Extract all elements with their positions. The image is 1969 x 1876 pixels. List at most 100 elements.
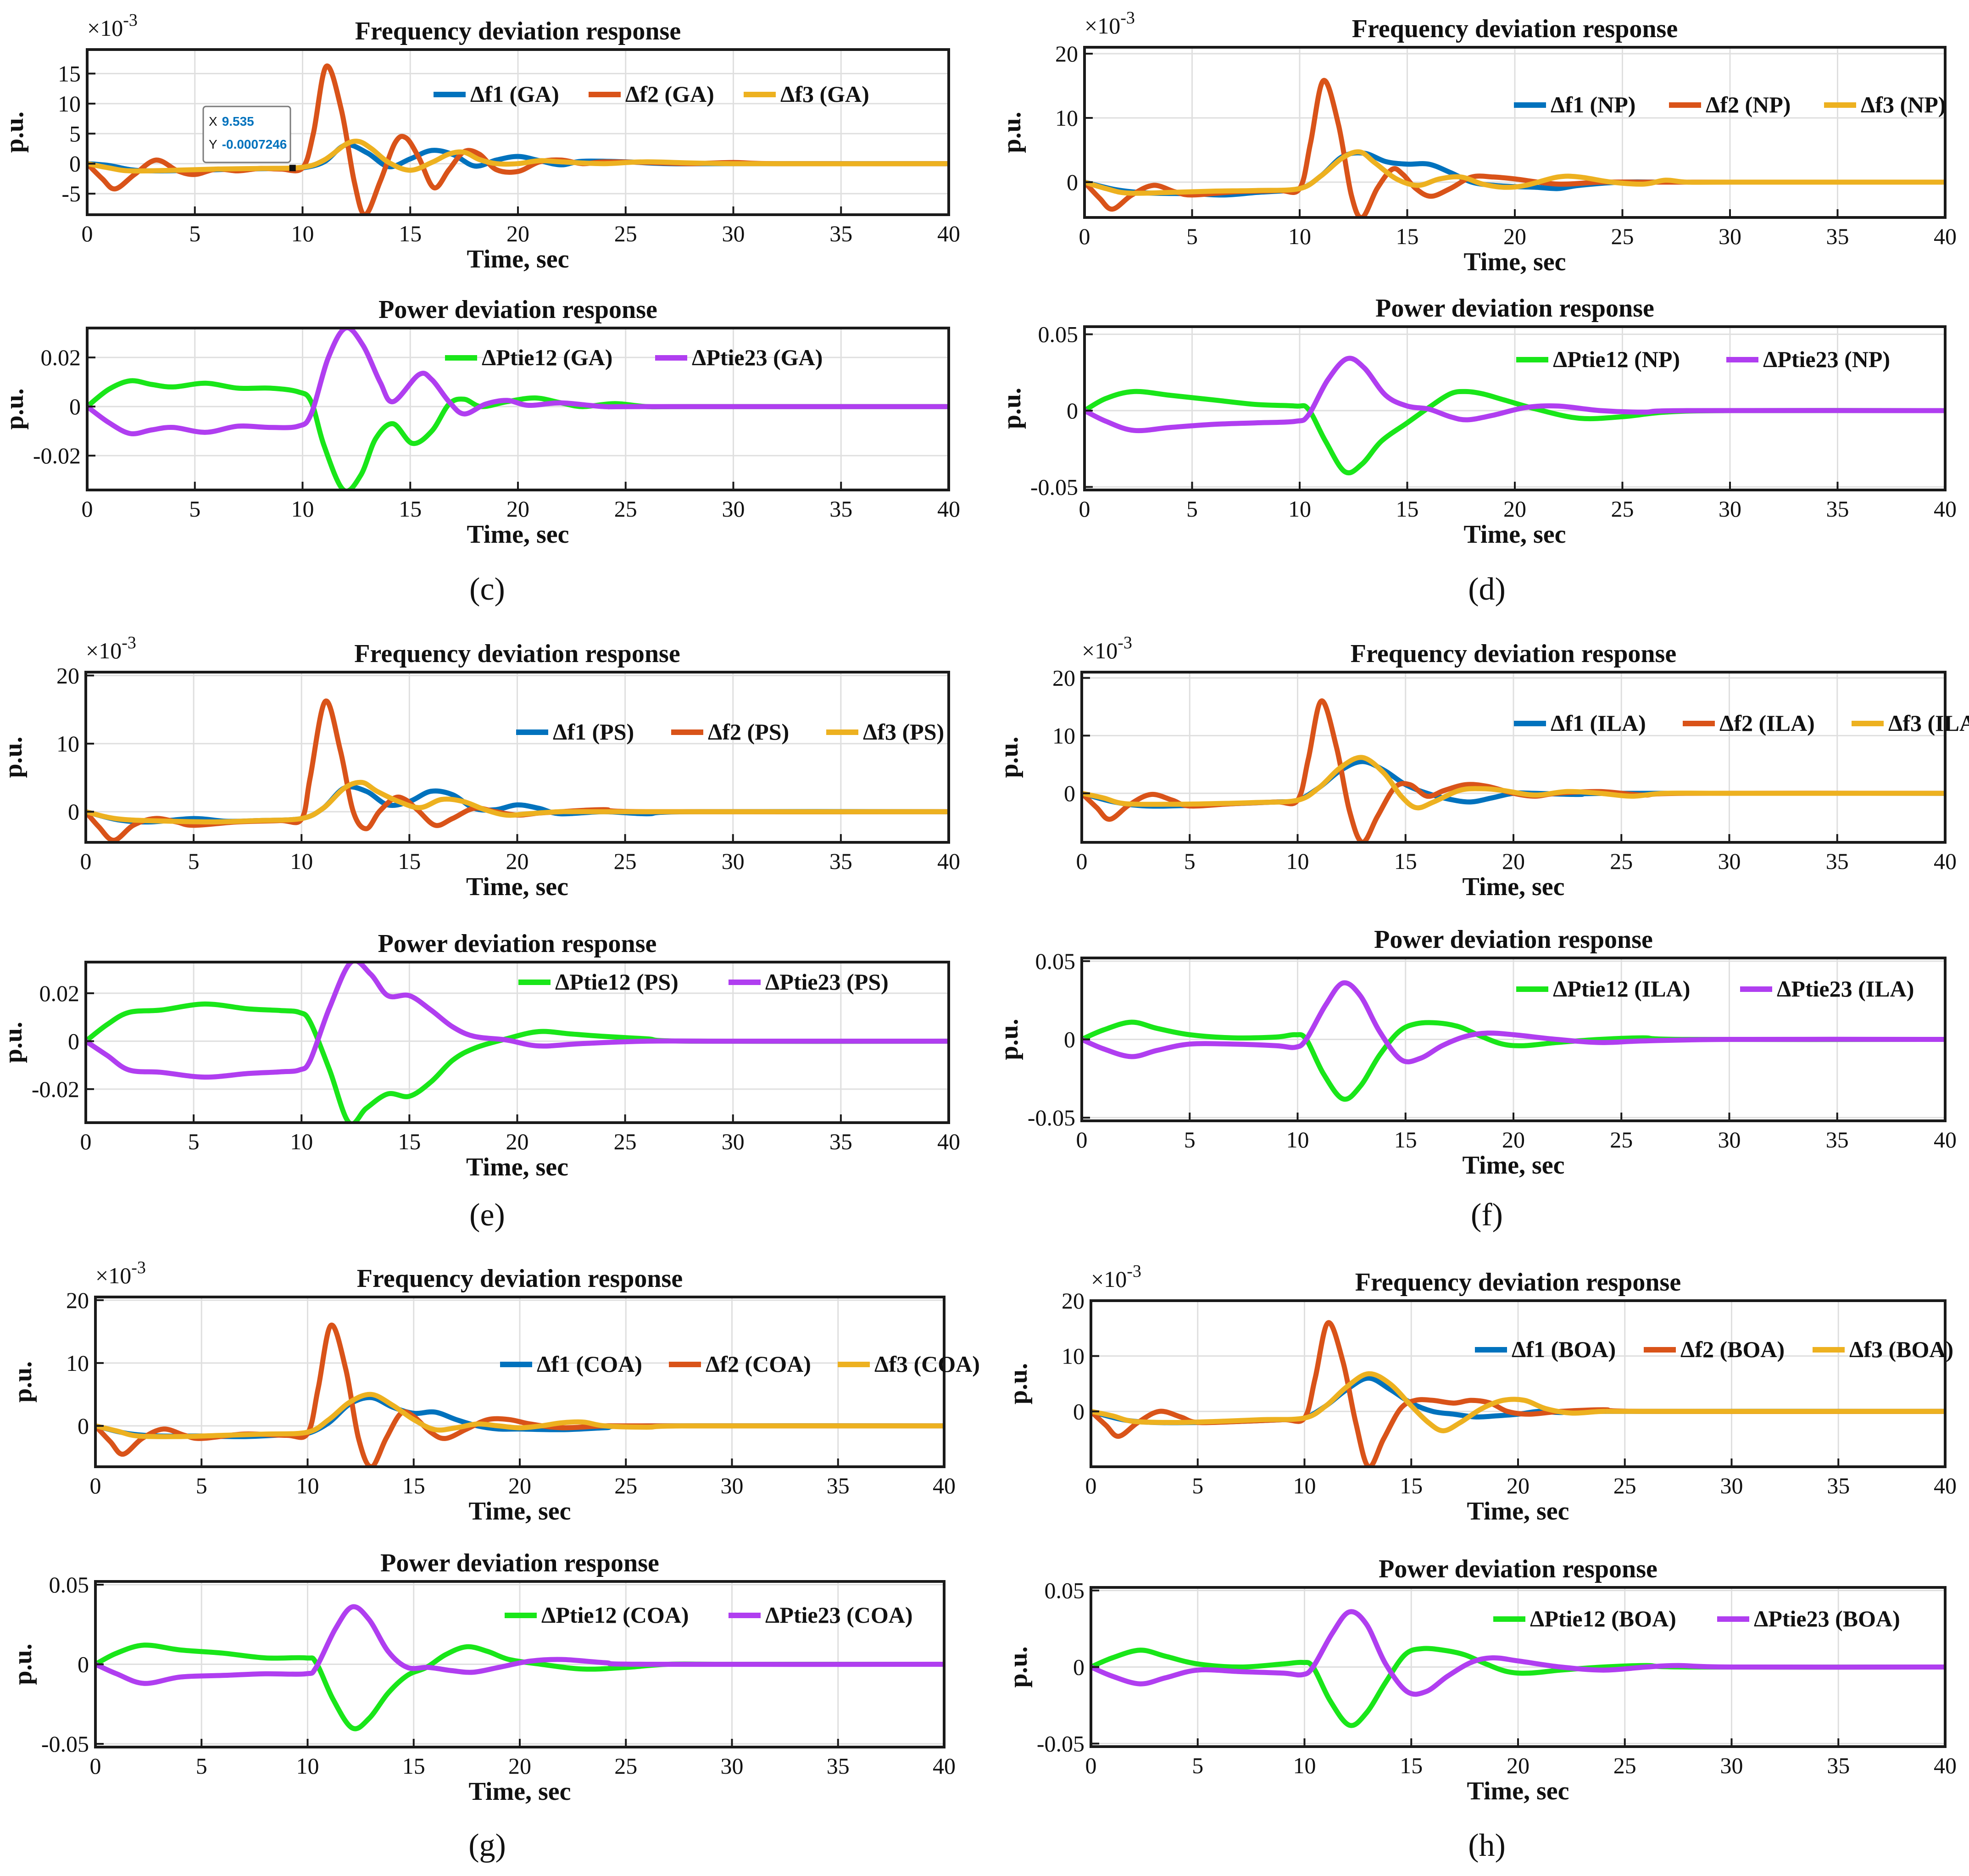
y-axis-label: p.u.	[1004, 1363, 1033, 1404]
x-axis-label: Time, sec	[467, 520, 569, 549]
x-tick-label: 35	[829, 496, 852, 522]
x-tick-label: 10	[296, 1473, 319, 1498]
x-tick-label: 30	[721, 1473, 744, 1498]
x-tick-label: 40	[1934, 848, 1957, 874]
legend-label: ΔPtie23 (COA)	[765, 1602, 913, 1628]
y-tick-label: 0	[68, 799, 79, 824]
x-tick-label: 10	[296, 1753, 319, 1779]
x-tick-label: 5	[1186, 223, 1198, 249]
series-line	[95, 1392, 944, 1439]
y-tick-label: -0.05	[1037, 1731, 1085, 1756]
x-tick-label: 40	[1934, 1753, 1957, 1778]
y-tick-label: 5	[69, 121, 81, 146]
y-tick-label: 20	[56, 662, 79, 688]
x-tick-label: 35	[1826, 1127, 1849, 1152]
x-tick-label: 35	[827, 1753, 850, 1779]
x-tick-label: 20	[1503, 496, 1526, 522]
x-tick-label: 0	[90, 1473, 101, 1498]
y-axis-label: p.u.	[9, 1643, 37, 1685]
y-tick-label: -0.05	[1030, 474, 1078, 500]
x-axis-label: Time, sec	[1467, 1497, 1569, 1525]
legend-label: Δf2 (GA)	[625, 81, 714, 107]
y-tick-label: 10	[1055, 105, 1078, 131]
chart-title: Power deviation response	[380, 1549, 659, 1577]
x-tick-label: 40	[937, 848, 960, 874]
panel-label: (g)	[468, 1828, 506, 1863]
datatip-marker	[289, 165, 296, 172]
x-tick-label: 40	[933, 1753, 956, 1779]
x-tick-label: 20	[506, 221, 529, 246]
x-tick-label: 0	[1079, 223, 1090, 249]
legend-label: ΔPtie23 (PS)	[765, 969, 889, 995]
chart-title: Power deviation response	[1374, 925, 1653, 954]
y-tick-label: 20	[66, 1287, 89, 1313]
panel-label: (c)	[469, 572, 505, 607]
y-axis-label: p.u.	[0, 111, 29, 153]
y-axis-label: p.u.	[0, 736, 28, 778]
x-tick-label: 35	[827, 1473, 850, 1498]
legend-label: Δf2 (NP)	[1706, 92, 1791, 117]
x-axis-label: Time, sec	[1467, 1777, 1569, 1805]
y-tick-label: 10	[58, 91, 81, 117]
legend-label: Δf1 (NP)	[1551, 92, 1635, 117]
x-tick-label: 15	[402, 1753, 425, 1779]
series-line	[95, 1604, 944, 1686]
y-tick-label: 0	[1064, 1027, 1075, 1052]
legend-label: Δf3 (NP)	[1861, 92, 1946, 117]
axis-exponent: ×10-3	[86, 633, 136, 663]
chart-g_freq: 0 5 10 15 20 25 30 35 40 20 10 0 Frequency deviation…	[9, 1258, 980, 1525]
series-line	[87, 139, 949, 174]
chart-c_power: 0 5 10 15 20 25 30 35 40 0.02 0 -0.02 Power deviatio…	[0, 295, 960, 549]
y-tick-label: 20	[1062, 1288, 1085, 1314]
series-line	[1082, 755, 1945, 811]
x-tick-label: 20	[1502, 1127, 1525, 1152]
x-tick-label: 0	[82, 496, 93, 522]
legend-label: ΔPtie12 (PS)	[555, 969, 679, 995]
y-tick-label: 0.05	[49, 1572, 89, 1598]
x-tick-label: 30	[1719, 223, 1741, 249]
x-tick-label: 25	[1613, 1753, 1636, 1778]
x-tick-label: 10	[290, 848, 313, 874]
series-line	[86, 779, 949, 825]
chart-f_freq: 0 5 10 15 20 25 30 35 40 20 10 0 Frequency deviation…	[995, 633, 1969, 901]
x-tick-label: 25	[614, 221, 637, 246]
series-line	[1091, 1371, 1945, 1434]
legend-label: Δf1 (BOA)	[1512, 1336, 1616, 1362]
x-tick-label: 40	[1934, 1473, 1957, 1498]
legend-label: ΔPtie12 (GA)	[482, 345, 612, 370]
legend-label: ΔPtie12 (ILA)	[1553, 976, 1690, 1002]
series-line	[87, 328, 949, 437]
y-axis-label: p.u.	[1004, 1646, 1033, 1687]
x-tick-label: 5	[188, 1129, 200, 1154]
x-tick-label: 0	[80, 1129, 92, 1154]
y-tick-label: -0.05	[41, 1731, 89, 1757]
x-tick-label: 35	[829, 848, 852, 874]
legend-label: ΔPtie23 (GA)	[692, 345, 823, 370]
y-axis-label: p.u.	[0, 388, 29, 429]
y-tick-label: 10	[1062, 1343, 1085, 1369]
legend-label: Δf1 (ILA)	[1551, 710, 1646, 736]
x-axis-label: Time, sec	[469, 1777, 571, 1806]
y-tick-label: 20	[1052, 665, 1075, 691]
x-tick-label: 25	[614, 496, 637, 522]
x-axis-label: Time, sec	[1463, 1151, 1565, 1180]
legend-label: ΔPtie12 (COA)	[541, 1602, 689, 1628]
x-tick-label: 5	[1192, 1753, 1203, 1778]
series-line	[1085, 356, 1945, 434]
legend-label: Δf1 (COA)	[537, 1351, 642, 1377]
x-tick-label: 15	[398, 848, 421, 874]
chart-title: Frequency deviation response	[1355, 1268, 1681, 1297]
x-tick-label: 20	[506, 496, 529, 522]
chart-title: Power deviation response	[1375, 294, 1654, 323]
y-tick-label: -0.05	[1028, 1105, 1075, 1130]
x-tick-label: 40	[1934, 1127, 1957, 1152]
x-tick-label: 40	[937, 1129, 960, 1154]
legend-label: Δf3 (ILA)	[1888, 710, 1969, 736]
x-tick-label: 10	[1293, 1473, 1316, 1498]
y-tick-label: 0	[1067, 398, 1078, 423]
y-tick-label: 0.05	[1038, 322, 1079, 347]
datatip[interactable]: X 9.535 Y -0.0007246	[202, 106, 296, 172]
